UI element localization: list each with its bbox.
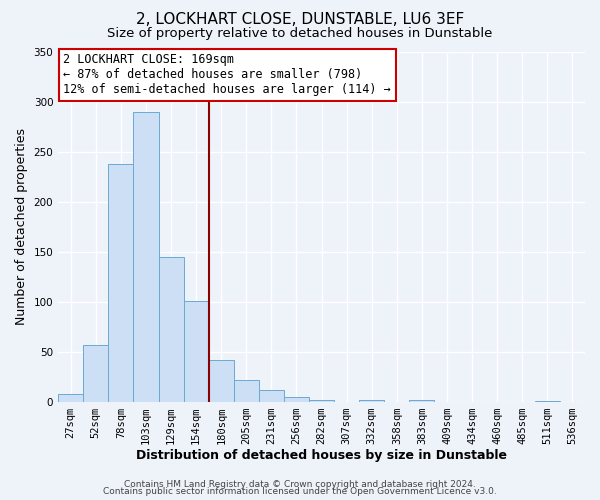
- Bar: [209, 360, 234, 402]
- Bar: [309, 400, 334, 402]
- Bar: [133, 112, 158, 402]
- Bar: [284, 396, 309, 402]
- Bar: [58, 394, 83, 402]
- Bar: [259, 390, 284, 402]
- Bar: [158, 256, 184, 402]
- X-axis label: Distribution of detached houses by size in Dunstable: Distribution of detached houses by size …: [136, 450, 507, 462]
- Text: 2 LOCKHART CLOSE: 169sqm
← 87% of detached houses are smaller (798)
12% of semi-: 2 LOCKHART CLOSE: 169sqm ← 87% of detach…: [64, 54, 391, 96]
- Bar: [83, 344, 109, 402]
- Text: Contains public sector information licensed under the Open Government Licence v3: Contains public sector information licen…: [103, 488, 497, 496]
- Text: Size of property relative to detached houses in Dunstable: Size of property relative to detached ho…: [107, 28, 493, 40]
- Bar: [409, 400, 434, 402]
- Text: Contains HM Land Registry data © Crown copyright and database right 2024.: Contains HM Land Registry data © Crown c…: [124, 480, 476, 489]
- Bar: [234, 380, 259, 402]
- Bar: [184, 300, 209, 402]
- Text: 2, LOCKHART CLOSE, DUNSTABLE, LU6 3EF: 2, LOCKHART CLOSE, DUNSTABLE, LU6 3EF: [136, 12, 464, 28]
- Bar: [535, 400, 560, 402]
- Bar: [359, 400, 385, 402]
- Bar: [109, 164, 133, 402]
- Y-axis label: Number of detached properties: Number of detached properties: [15, 128, 28, 325]
